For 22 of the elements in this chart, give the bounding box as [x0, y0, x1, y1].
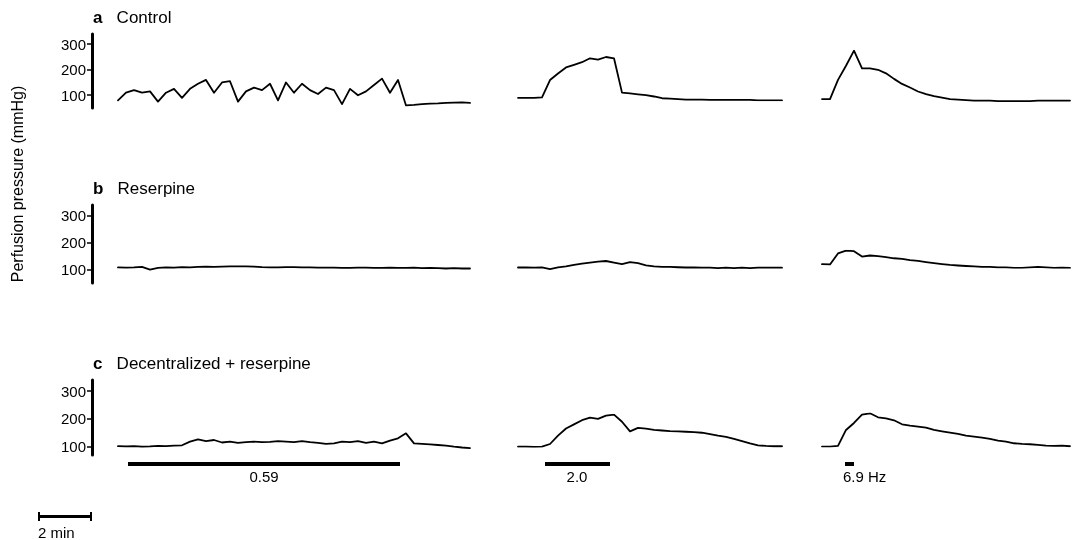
y-tick-label: 300 [60, 207, 86, 225]
y-tick-label: 100 [60, 261, 86, 279]
y-tick-label: 100 [60, 438, 86, 456]
chart-title: Decentralized + reserpine [102, 354, 311, 373]
chart-title: Control [102, 8, 172, 27]
text: b [93, 179, 104, 198]
y-tick-label: 100 [60, 86, 86, 104]
chart-title: Reserpine [103, 179, 196, 198]
y-tick-label: 200 [60, 61, 86, 79]
y-axis-title: Perfusion pressure (mmHg) [9, 85, 27, 283]
text: c [93, 354, 103, 373]
text: 6.9 Hz [843, 468, 887, 485]
y-tick-label: 300 [60, 382, 86, 400]
y-tick-label: 200 [60, 234, 86, 252]
text: 2 min [38, 524, 75, 540]
text: 2.0 [566, 468, 588, 485]
text: a [93, 8, 103, 27]
text: 0.59 [249, 468, 279, 485]
line-series [117, 432, 471, 449]
line-series [117, 77, 471, 107]
y-tick-label: 200 [60, 410, 86, 428]
y-tick-label: 300 [60, 35, 86, 53]
